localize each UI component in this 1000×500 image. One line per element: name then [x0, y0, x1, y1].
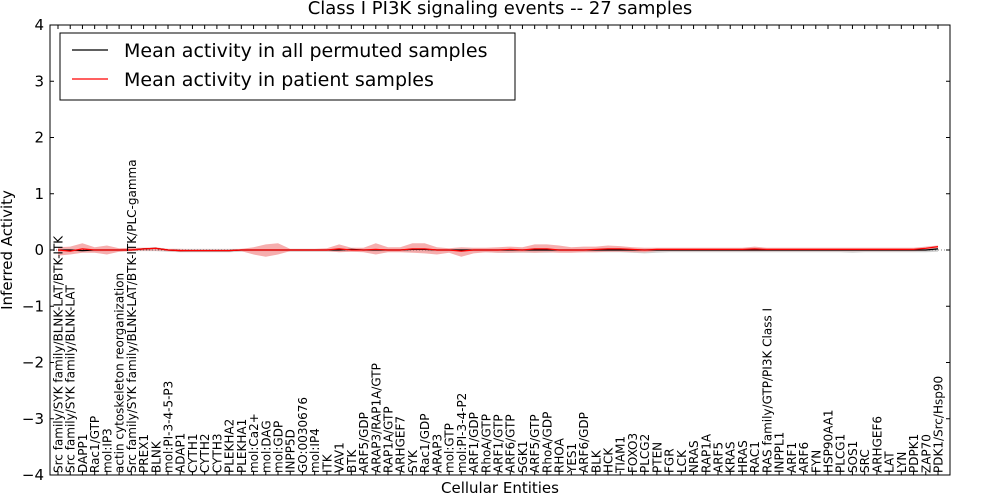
x-tick-label: CYTH2 [198, 434, 212, 474]
x-tick-label: PLEKHA1 [235, 419, 249, 473]
y-tick-label: −4 [22, 466, 44, 484]
x-tick-label: RAC1 [748, 441, 762, 473]
x-tick-label: ARF6/GTP [504, 414, 518, 473]
x-tick-label: INPP5D [284, 429, 298, 473]
x-tick-label: RHOA [553, 437, 567, 473]
x-tick-label: ARF5 [712, 442, 726, 473]
x-tick-label: PLCG2 [638, 434, 652, 473]
series-line-1 [57, 246, 939, 252]
x-tick-label: PLEKHA2 [223, 419, 237, 473]
x-tick-label: ARAP3 [430, 434, 444, 473]
x-tick-label: mol:PI-3-4-P2 [455, 393, 469, 473]
x-tick-label: FGR [663, 448, 677, 473]
x-tick-label: VAV1 [333, 442, 347, 473]
y-tick-label: 4 [34, 16, 44, 34]
y-tick-label: 2 [34, 129, 44, 147]
x-tick-label: TIAM1 [614, 436, 628, 474]
x-tick-label: CYTH1 [186, 434, 200, 474]
x-tick-label: ZAP70 [919, 434, 933, 473]
x-tick-label: mol:DAG [259, 420, 273, 473]
x-tick-label: ADAP1 [174, 433, 188, 473]
x-tick-label: mol:GTP [443, 423, 457, 473]
x-tick-label: GO:0030676 [296, 397, 310, 473]
x-tick-label: FYN [809, 450, 823, 473]
x-tick-label: mol:IP3 [100, 428, 114, 473]
y-axis: −4 −3 −2 −1 0 1 2 3 4 [22, 16, 950, 484]
x-tick-label: PTEN [650, 442, 664, 473]
legend-label-permuted: Mean activity in all permuted samples [124, 40, 487, 62]
x-tick-label: mol:IP4 [308, 428, 322, 473]
x-tick-label: CYTH3 [210, 434, 224, 474]
x-tick-label: BTK [345, 448, 359, 473]
x-tick-label: KRAS [724, 441, 738, 473]
x-axis-label: Cellular Entities [441, 479, 559, 497]
x-tick-label: ARHGEF7 [394, 416, 408, 473]
x-tick-label: LYN [895, 452, 909, 473]
x-tick-label: RhoA/GDP [540, 412, 554, 473]
x-tick-label: YES1 [565, 443, 579, 474]
legend: Mean activity in all permuted samples Me… [59, 32, 516, 101]
x-tick-label: PDK1/Src/Hsp90 [932, 376, 946, 473]
x-tick-label: ARF6 [797, 442, 811, 473]
x-tick-label: PLCG1 [834, 434, 848, 473]
y-tick-label: −2 [22, 354, 44, 372]
x-tick-label: RAS family/GTP/PI3K Class I [760, 308, 774, 473]
x-tick-label: HSP90AA1 [822, 409, 836, 473]
chart-title: Class I PI3K signaling events -- 27 samp… [308, 0, 693, 19]
x-tick-label: PREX1 [137, 434, 151, 473]
y-tick-label: 0 [34, 241, 44, 259]
x-tick-label: Rac1/GDP [418, 414, 432, 473]
x-tick-label: LCK [675, 449, 689, 473]
x-tick-label: ARHGEF6 [870, 416, 884, 473]
x-tick-label: ARF5/GTP [528, 414, 542, 473]
x-tick-label: DAPP1 [76, 434, 90, 473]
x-tick-label: ARF1/GTP [492, 414, 506, 473]
x-tick-label: mol:PI-3-4-5-P3 [162, 381, 176, 473]
y-tick-label: −1 [22, 297, 44, 315]
legend-label-patient: Mean activity in patient samples [124, 69, 434, 91]
y-tick-label: 3 [34, 72, 44, 90]
x-tick-label: NRAS [687, 440, 701, 473]
x-tick-label: Src family/SYK family/BLNK-LAT/BTK-ITK/P… [125, 159, 139, 473]
x-tick-label: BLK [589, 449, 603, 473]
x-tick-label: SGK1 [516, 441, 530, 473]
x-tick-label: ARF1/GDP [467, 412, 481, 473]
x-tick-label: SRC [858, 449, 872, 473]
x-tick-label: Rac1/GTP [88, 416, 102, 473]
x-tick-label: RAP1A [699, 433, 713, 473]
x-tick-label: actin cytoskeleton reorganization [113, 273, 127, 473]
y-tick-label: −3 [22, 410, 44, 428]
x-tick-label: ARAP3/RAP1A/GTP [369, 363, 383, 473]
series-lines [50, 246, 950, 252]
x-tick-label: Src family/SYK family/BLNK-LAT [64, 284, 78, 473]
x-tick-label: HRAS [736, 440, 750, 473]
x-tick-label: mol:GDP [272, 421, 286, 473]
x-tick-label: ARF5/GDP [357, 412, 371, 473]
x-tick-label: HCK [602, 447, 616, 473]
x-tick-label: SYK [406, 449, 420, 473]
x-tick-label: ARF1 [785, 442, 799, 473]
x-tick-label: Src family/SYK family/BLNK-LAT/BTK-ITK [52, 235, 66, 473]
x-tick-label: ARF6/GDP [577, 412, 591, 473]
x-tick-label: FOXO3 [626, 433, 640, 473]
x-tick-label: RAP1A/GTP [382, 406, 396, 473]
x-tick-label: LAT [883, 451, 897, 473]
x-tick-label: ITK [320, 453, 334, 473]
x-tick-label: RhoA/GTP [479, 414, 493, 473]
x-tick-label: PDPK1 [907, 434, 921, 473]
legend-box [59, 32, 516, 101]
x-tick-label: SOS1 [846, 441, 860, 473]
x-axis: Src family/SYK family/BLNK-LAT/BTK-ITKSr… [52, 25, 946, 475]
x-tick-label: BLNK [149, 440, 163, 473]
y-axis-label: Inferred Activity [0, 190, 16, 310]
x-tick-label: mol:Ca2+ [247, 413, 261, 473]
x-tick-label: INPPL1 [773, 432, 787, 473]
y-tick-label: 1 [34, 185, 44, 203]
